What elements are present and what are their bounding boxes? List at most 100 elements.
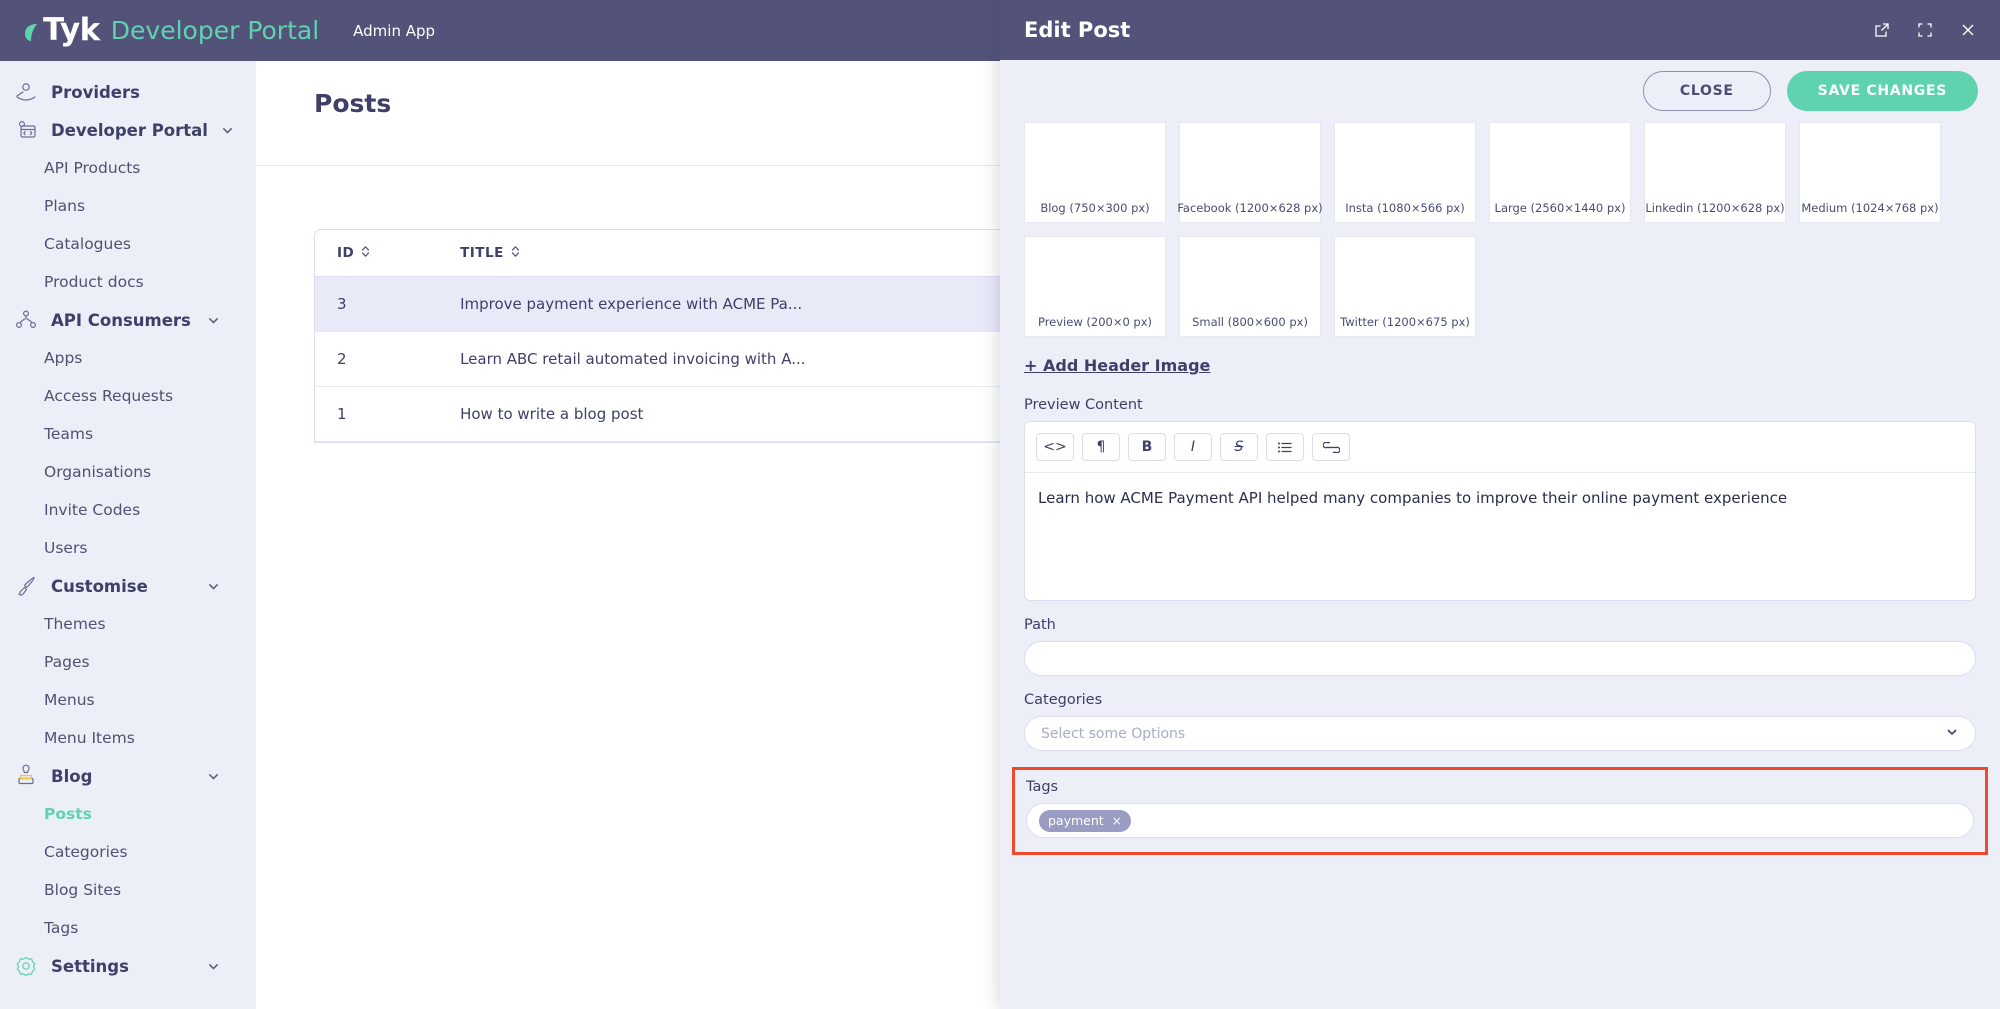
sidebar-item-themes[interactable]: Themes	[0, 605, 238, 643]
header-image-thumbnail[interactable]: Medium (1024×768 px)	[1799, 122, 1941, 223]
tag-chip[interactable]: payment ×	[1039, 809, 1131, 832]
external-link-icon[interactable]	[1874, 22, 1890, 38]
cell-title: How to write a blog post	[438, 386, 1054, 442]
sidebar-item-label: Catalogues	[44, 235, 131, 253]
preview-content-field: Preview Content <> ¶ B I S Learn how ACME Pa…	[1024, 397, 1976, 601]
sidebar-item-label: Organisations	[44, 463, 152, 481]
sidebar-section-blog[interactable]: Blog	[0, 757, 238, 795]
sidebar-item-catalogues[interactable]: Catalogues	[0, 225, 238, 263]
sidebar-item-api-products[interactable]: API Products	[0, 149, 238, 187]
sidebar-section-providers[interactable]: Providers	[0, 73, 238, 111]
remove-tag-icon[interactable]: ×	[1111, 813, 1122, 828]
sidebar-item-organisations[interactable]: Organisations	[0, 453, 238, 491]
sidebar-item-teams[interactable]: Teams	[0, 415, 238, 453]
close-button[interactable]: CLOSE	[1642, 71, 1771, 111]
sidebar-item-users[interactable]: Users	[0, 529, 238, 567]
header-image-thumbnail[interactable]: Preview (200×0 px)	[1024, 236, 1166, 337]
header-image-thumbnail[interactable]: Twitter (1200×675 px)	[1334, 236, 1476, 337]
code-icon[interactable]: <>	[1036, 433, 1074, 461]
leaf-icon	[24, 23, 39, 43]
sidebar-item-label: Teams	[44, 425, 94, 443]
header-image-thumbnail[interactable]: Insta (1080×566 px)	[1334, 122, 1476, 223]
header-image-thumbnail[interactable]: Blog (750×300 px)	[1024, 122, 1166, 223]
drawer-title: Edit Post	[1024, 18, 1131, 42]
sidebar-item-access-requests[interactable]: Access Requests	[0, 377, 238, 415]
sidebar-section-label: Blog	[51, 766, 93, 786]
admin-app-label[interactable]: Admin App	[353, 21, 436, 40]
paragraph-icon[interactable]: ¶	[1082, 433, 1120, 461]
categories-select[interactable]: Select some Options	[1024, 716, 1976, 751]
bold-icon[interactable]: B	[1128, 433, 1166, 461]
sidebar-item-label: Users	[44, 539, 88, 557]
link-icon[interactable]	[1312, 433, 1350, 461]
header-image-thumbnail[interactable]: Large (2560×1440 px)	[1489, 122, 1631, 223]
sidebar-item-categories[interactable]: Categories	[0, 833, 238, 871]
sidebar-section-label: Customise	[51, 576, 148, 596]
column-header-label: ID	[337, 244, 355, 261]
column-header-label: TITLE	[460, 244, 504, 261]
sidebar-item-label: Pages	[44, 653, 90, 671]
sidebar-item-label: Product docs	[44, 273, 144, 291]
sidebar-section-label: Developer Portal	[51, 120, 208, 140]
save-changes-button[interactable]: SAVE CHANGES	[1786, 71, 1978, 111]
bullet-list-icon[interactable]	[1266, 433, 1304, 461]
sidebar-item-label: Tags	[44, 919, 79, 937]
sidebar-item-label: Categories	[44, 843, 128, 861]
sidebar-section-customise[interactable]: Customise	[0, 567, 238, 605]
editor-text-area[interactable]: Learn how ACME Payment API helped many c…	[1038, 489, 1788, 507]
thumbnail-label: Facebook (1200×628 px)	[1177, 201, 1323, 215]
sidebar-item-tags[interactable]: Tags	[0, 909, 238, 947]
thumbnail-label: Blog (750×300 px)	[1040, 201, 1150, 215]
chevron-down-icon[interactable]	[207, 770, 220, 783]
sidebar-section-label: API Consumers	[51, 310, 191, 330]
sidebar-item-label: Blog Sites	[44, 881, 122, 899]
sort-icon[interactable]	[361, 245, 370, 258]
chevron-down-icon[interactable]	[207, 580, 220, 593]
paintbrush-icon	[14, 574, 38, 598]
tags-input[interactable]: payment ×	[1026, 803, 1974, 838]
cell-id: 1	[315, 386, 439, 442]
brand-name: Tyk	[43, 12, 100, 48]
header-image-thumbnail[interactable]: Linkedin (1200×628 px)	[1644, 122, 1786, 223]
sidebar-item-invite-codes[interactable]: Invite Codes	[0, 491, 238, 529]
italic-icon[interactable]: I	[1174, 433, 1212, 461]
sidebar: Providers Developer Portal API Products Pla…	[0, 61, 238, 1009]
header-image-thumbnail[interactable]: Facebook (1200×628 px)	[1177, 122, 1323, 223]
add-header-image-link[interactable]: + Add Header Image	[1024, 356, 1211, 375]
blog-stamp-icon	[14, 764, 38, 788]
thumbnail-label: Linkedin (1200×628 px)	[1645, 201, 1785, 215]
thumbnail-label: Preview (200×0 px)	[1037, 315, 1153, 329]
expand-icon[interactable]	[1917, 22, 1933, 38]
drawer-body: Blog (750×300 px) Facebook (1200×628 px) I…	[1000, 122, 2000, 1009]
sort-icon[interactable]	[511, 245, 520, 258]
chevron-down-icon[interactable]	[207, 960, 220, 973]
sidebar-item-plans[interactable]: Plans	[0, 187, 238, 225]
sidebar-section-developer-portal[interactable]: Developer Portal	[0, 111, 238, 149]
provider-hand-icon	[14, 80, 38, 104]
sidebar-item-pages[interactable]: Pages	[0, 643, 238, 681]
preview-content-label: Preview Content	[1024, 397, 1143, 413]
portal-window-icon	[14, 118, 38, 142]
sidebar-section-api-consumers[interactable]: API Consumers	[0, 301, 238, 339]
strikethrough-icon[interactable]: S	[1220, 433, 1258, 461]
column-header-title[interactable]: TITLE	[438, 230, 1054, 277]
header-image-thumbnail[interactable]: Small (800×600 px)	[1179, 236, 1321, 337]
thumbnail-label: Large (2560×1440 px)	[1494, 201, 1626, 215]
drawer-header: Edit Post	[1000, 0, 2000, 60]
column-header-id[interactable]: ID	[315, 230, 439, 277]
close-icon[interactable]	[1960, 22, 1976, 38]
sidebar-item-product-docs[interactable]: Product docs	[0, 263, 238, 301]
sidebar-item-apps[interactable]: Apps	[0, 339, 238, 377]
categories-placeholder: Select some Options	[1041, 725, 1186, 742]
sidebar-section-label: Providers	[51, 82, 140, 102]
chevron-down-icon[interactable]	[221, 124, 234, 137]
sidebar-item-menus[interactable]: Menus	[0, 681, 238, 719]
path-input[interactable]	[1024, 641, 1976, 676]
sidebar-item-blog-sites[interactable]: Blog Sites	[0, 871, 238, 909]
chevron-down-icon[interactable]	[207, 314, 220, 327]
sidebar-section-settings[interactable]: Settings	[0, 947, 238, 985]
brand-logo[interactable]: Tyk Developer Portal	[24, 15, 319, 46]
sidebar-item-menu-items[interactable]: Menu Items	[0, 719, 238, 757]
sidebar-item-posts[interactable]: Posts	[0, 795, 238, 833]
